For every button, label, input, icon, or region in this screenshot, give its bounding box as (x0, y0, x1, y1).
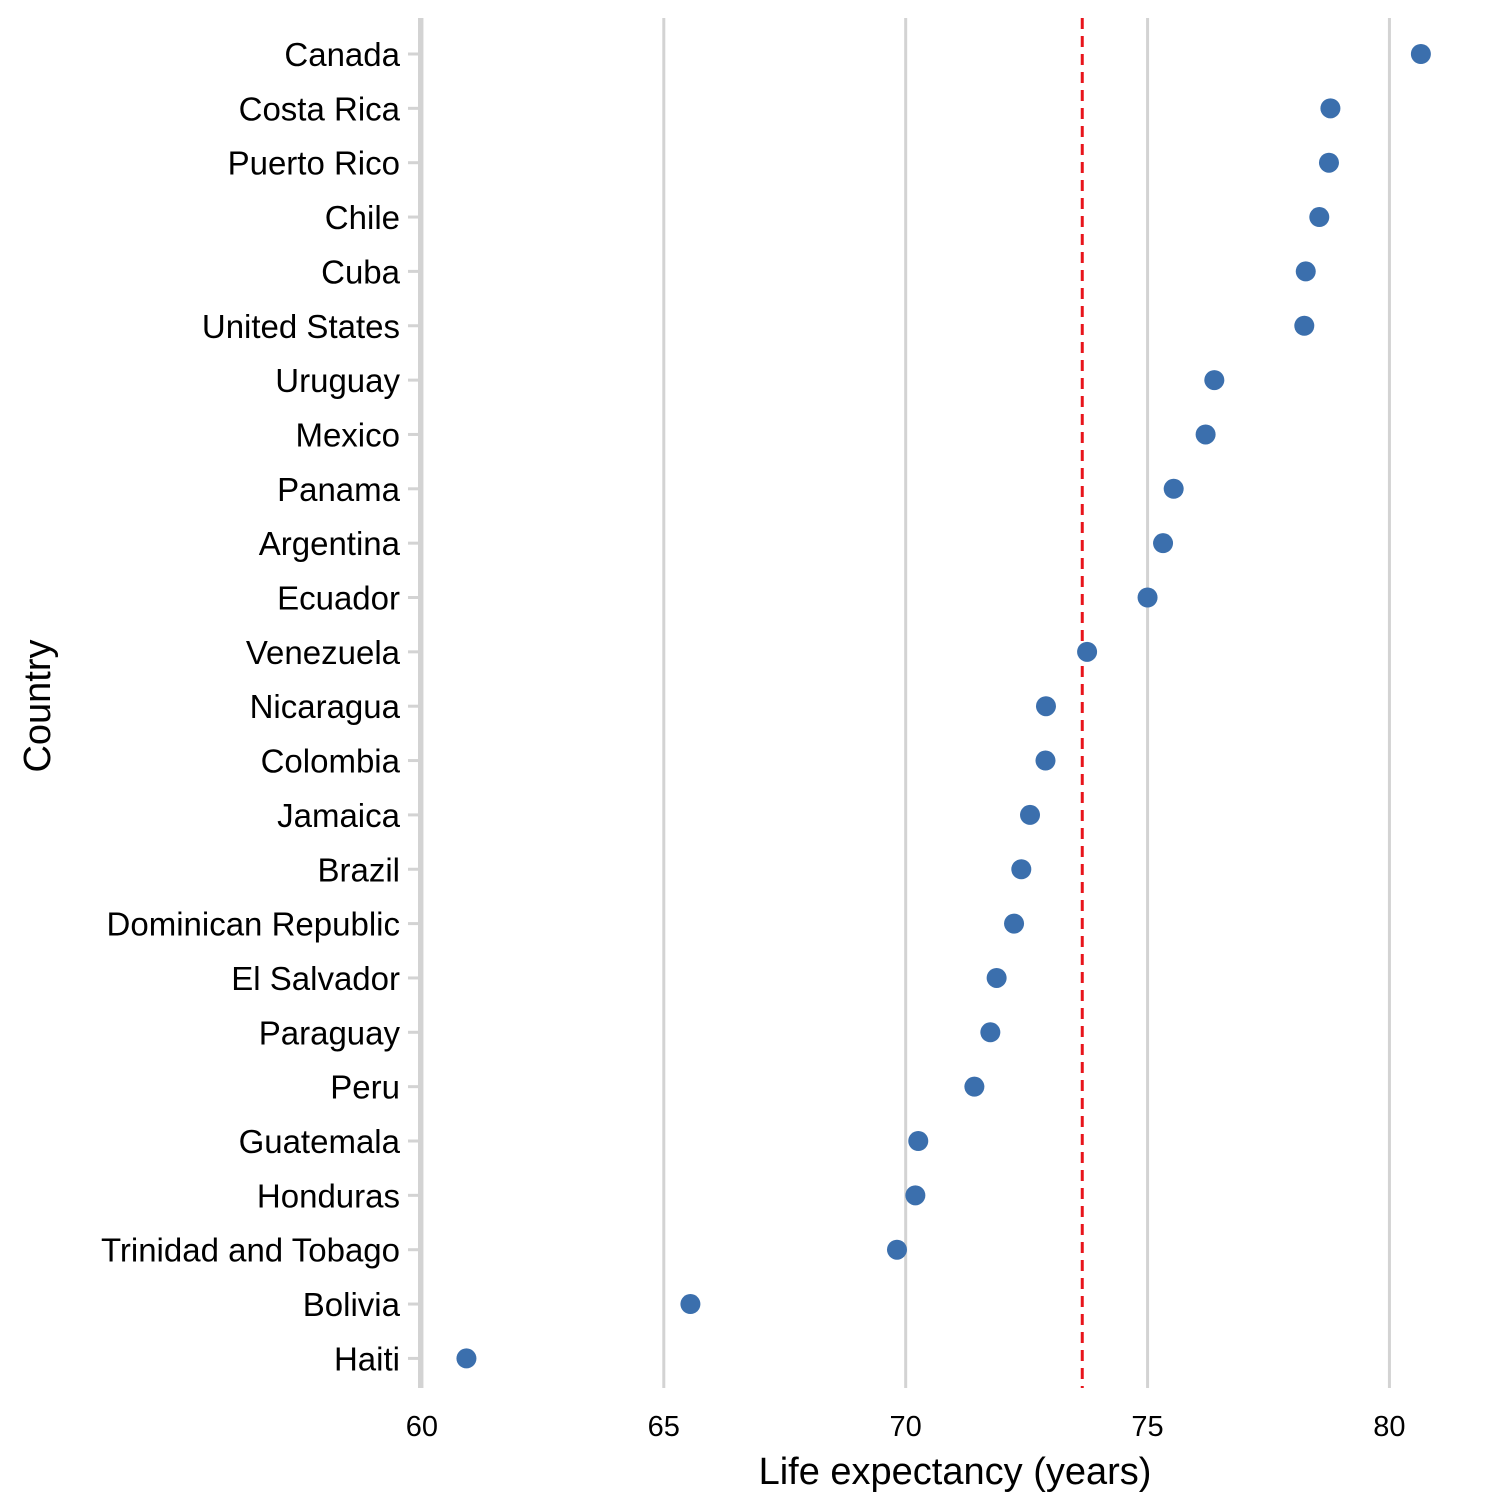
x-tick-label: 65 (648, 1411, 680, 1443)
y-tick-label: Chile (325, 199, 400, 236)
x-tick-label: 75 (1131, 1411, 1163, 1443)
y-tick-label: Bolivia (303, 1286, 401, 1323)
y-tick-label: Guatemala (239, 1123, 401, 1160)
data-point (1410, 44, 1431, 64)
gridlines (420, 18, 1391, 1388)
y-tick-label: Nicaragua (250, 688, 401, 725)
x-tick-label: 80 (1373, 1411, 1405, 1443)
data-point (1195, 424, 1216, 445)
x-tick-label: 60 (406, 1411, 438, 1443)
data-point (1077, 641, 1098, 662)
y-tick-label: Uruguay (275, 362, 400, 399)
data-points (456, 44, 1431, 1369)
y-tick-label: Ecuador (277, 580, 400, 617)
data-point (964, 1076, 985, 1097)
y-tick-label: United States (202, 308, 400, 345)
y-tick-label: Trinidad and Tobago (101, 1232, 400, 1269)
data-point (980, 1022, 1001, 1043)
x-axis-title: Life expectancy (years) (759, 1451, 1152, 1493)
y-tick-label: Panama (277, 471, 401, 508)
data-point (886, 1239, 907, 1260)
data-point (986, 967, 1007, 988)
y-tick-label: El Salvador (231, 960, 400, 997)
data-point (1320, 98, 1341, 119)
y-tick-label: Venezuela (246, 634, 401, 671)
y-tick-label: Costa Rica (239, 90, 401, 127)
data-point (456, 1348, 477, 1369)
y-tick-label: Canada (284, 36, 400, 73)
data-point (1309, 207, 1330, 228)
y-tick-labels: Canada Costa Rica Puerto Rico Chile Cuba Unit… (101, 36, 401, 1377)
y-tick-label: Jamaica (277, 797, 401, 834)
y-tick-label: Peru (330, 1069, 400, 1106)
data-point (1204, 370, 1225, 391)
data-point (1004, 913, 1025, 934)
data-point (1020, 804, 1041, 825)
y-tick-label: Paraguay (259, 1014, 401, 1051)
data-point (1011, 859, 1032, 880)
data-point (1035, 750, 1056, 771)
data-point (1153, 533, 1174, 554)
data-point (1137, 587, 1158, 608)
data-point (1318, 152, 1339, 173)
data-point (905, 1185, 926, 1206)
y-axis (408, 18, 422, 1388)
y-tick-label: Dominican Republic (107, 906, 400, 943)
y-axis-title: Country (17, 639, 59, 772)
y-tick-label: Puerto Rico (228, 145, 400, 182)
y-tick-label: Haiti (334, 1340, 400, 1377)
x-tick-label: 70 (890, 1411, 922, 1443)
data-point (1295, 261, 1316, 282)
y-tick-label: Honduras (257, 1177, 400, 1214)
data-point (1294, 315, 1315, 336)
data-point (680, 1294, 701, 1315)
data-point (1035, 696, 1056, 717)
y-tick-label: Mexico (295, 416, 400, 453)
y-tick-label: Colombia (261, 743, 401, 780)
y-tick-label: Argentina (259, 525, 401, 562)
data-point (1163, 478, 1184, 499)
y-tick-label: Cuba (321, 253, 401, 290)
y-tick-label: Brazil (317, 851, 400, 888)
x-tick-labels: 60 65 70 75 80 (406, 1411, 1406, 1443)
data-point (908, 1131, 929, 1151)
